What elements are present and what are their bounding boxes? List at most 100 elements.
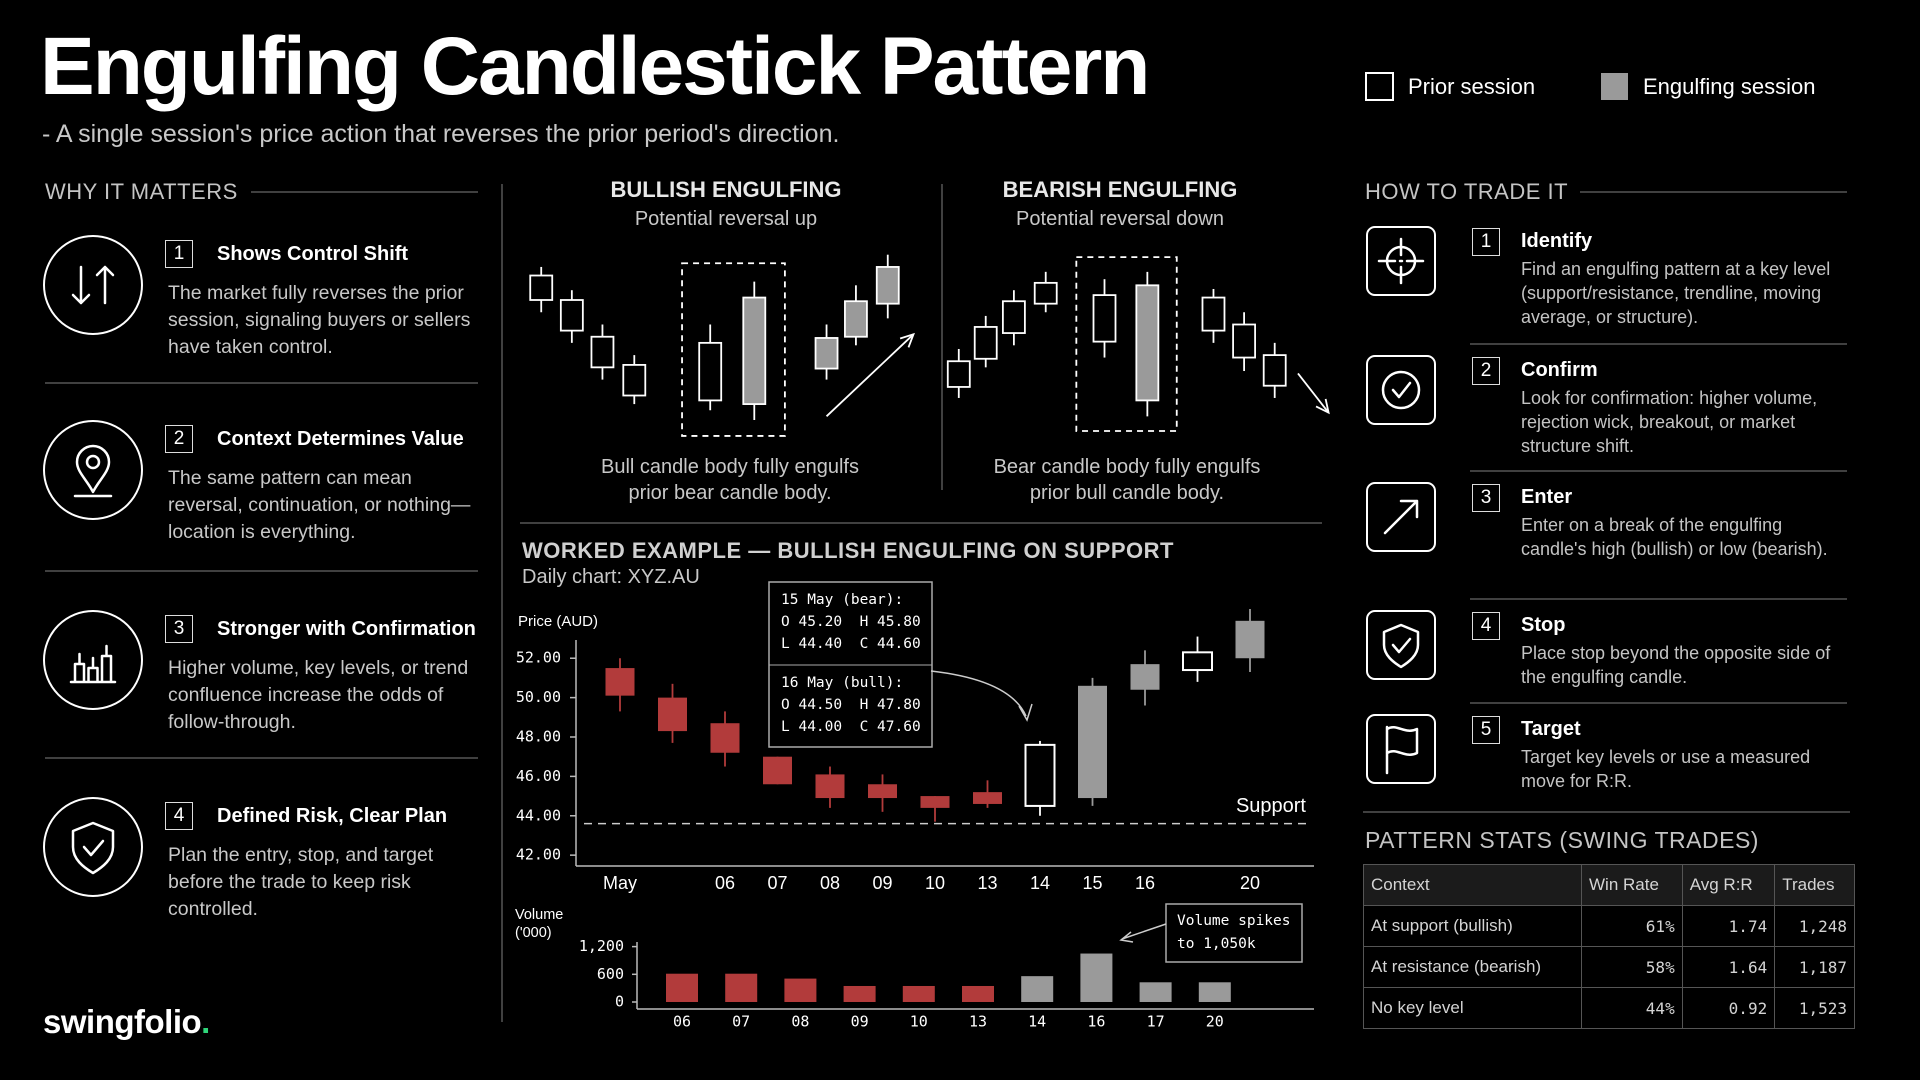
illustration-candle xyxy=(742,296,767,405)
x-tick-label: 09 xyxy=(872,873,892,893)
x-tick-label: 09 xyxy=(851,1013,869,1031)
logo-text: swingfolio xyxy=(43,1003,202,1040)
illustration-candle xyxy=(1033,281,1058,305)
y-tick-label: 0 xyxy=(615,993,624,1011)
step-title: Stop xyxy=(1521,614,1566,636)
step-title: Identify xyxy=(1521,230,1593,252)
x-tick-label: 13 xyxy=(969,1013,987,1031)
candle-body xyxy=(763,756,792,785)
item-text: Plan the entry, stop, and target before … xyxy=(168,844,434,920)
candle-body xyxy=(920,796,950,808)
table-cell: 1,523 xyxy=(1774,987,1855,1029)
item-title: Shows Control Shift xyxy=(217,243,409,265)
section-heading: HOW TO TRADE IT xyxy=(1365,179,1569,204)
table-row: No key level 44% 0.92 1,523 xyxy=(1363,987,1855,1029)
icon-glyph xyxy=(1383,499,1419,535)
legend-swatch xyxy=(1601,73,1628,100)
table-cell: 58% xyxy=(1581,946,1683,988)
annotation-text: Volume spikes xyxy=(1177,913,1291,929)
illustration-candle xyxy=(1092,294,1117,343)
icon-circle xyxy=(43,797,143,897)
step-title: Confirm xyxy=(1521,359,1598,381)
candle-body xyxy=(815,774,845,799)
tooltip-text: O 45.20 H 45.80 xyxy=(781,614,921,630)
candle-body xyxy=(868,784,897,799)
item-number: 4 xyxy=(165,802,193,830)
table-cell: 1.74 xyxy=(1681,905,1776,947)
step-text: Enter on a break of the engulfing candle… xyxy=(1521,515,1828,559)
illustration-candle xyxy=(844,300,868,338)
illustration-candle xyxy=(814,337,839,370)
table-row: At support (bullish) 61% 1.74 1,248 xyxy=(1363,905,1855,947)
illustration-candle xyxy=(529,274,554,301)
step-number: 4 xyxy=(1472,612,1500,640)
icon-circle xyxy=(43,420,143,520)
step-text: Look for confirmation: higher volume, re… xyxy=(1521,388,1818,456)
icon-glyph xyxy=(1382,623,1420,669)
step-text: Target key levels or use a measured move… xyxy=(1521,747,1811,791)
illustration-candle xyxy=(973,326,998,360)
candle-body xyxy=(973,792,1002,804)
candle-body xyxy=(1130,664,1160,690)
logo: swingfolio. xyxy=(43,1003,210,1041)
table-header-row: Context Win Rate Avg R:R Trades xyxy=(1363,864,1855,906)
tooltip-text: L 44.40 C 44.60 xyxy=(781,636,921,652)
y-tick-label: 42.00 xyxy=(516,846,561,864)
tooltip-pointer xyxy=(930,670,1033,722)
pattern-subtitle: Potential reversal down xyxy=(1016,208,1224,230)
illustration-candle xyxy=(1262,354,1287,387)
icon-glyph xyxy=(1377,237,1425,285)
x-tick-label: 20 xyxy=(1240,873,1260,893)
illustration-candle xyxy=(559,299,584,332)
table-header: Win Rate xyxy=(1581,864,1683,906)
annotation-box xyxy=(1165,903,1303,963)
volume-bar xyxy=(1198,982,1231,1002)
support-label: Support xyxy=(1236,795,1306,817)
item-text: Higher volume, key levels, or trend conf… xyxy=(168,657,469,733)
item-title: Stronger with Confirmation xyxy=(217,618,476,640)
item-number: 1 xyxy=(165,240,193,268)
candle-body xyxy=(1235,620,1265,659)
icon-circle xyxy=(43,610,143,710)
illustration-candle xyxy=(590,335,615,369)
volume-bar xyxy=(962,985,994,1002)
y-tick-label: 50.00 xyxy=(516,688,561,706)
candle-body xyxy=(1024,743,1056,807)
x-tick-label: 10 xyxy=(925,873,945,893)
y-tick-label: 48.00 xyxy=(516,728,561,746)
x-tick-label: 16 xyxy=(1135,873,1155,893)
volume-bar xyxy=(725,973,758,1002)
step-number: 1 xyxy=(1472,228,1500,256)
y-tick-label: 44.00 xyxy=(516,806,561,824)
x-tick-label: 06 xyxy=(715,873,735,893)
volume-bar xyxy=(1021,976,1054,1002)
table-cell: 44% xyxy=(1581,987,1683,1029)
step-title: Target xyxy=(1521,718,1581,740)
icon-box xyxy=(1366,714,1436,784)
illustration-candle xyxy=(1135,284,1160,402)
icon-box xyxy=(1366,355,1436,425)
legend-label: Prior session xyxy=(1408,74,1535,99)
y-tick-label: 1,200 xyxy=(579,937,624,955)
volume-bar xyxy=(784,978,817,1002)
table-cell: At resistance (bearish) xyxy=(1363,946,1582,988)
tooltip-text: L 44.00 C 47.60 xyxy=(781,719,921,735)
volume-bar xyxy=(666,973,698,1002)
volume-bar xyxy=(902,985,935,1002)
x-tick-label: 08 xyxy=(820,873,840,893)
volume-bar xyxy=(843,985,876,1002)
table-cell: 61% xyxy=(1581,905,1683,947)
annotation-text: to 1,050k xyxy=(1177,936,1256,952)
step-title: Enter xyxy=(1521,486,1573,508)
table-row: At resistance (bearish) 58% 1.64 1,187 xyxy=(1363,946,1855,988)
icon-box xyxy=(1366,610,1436,680)
illustration-candle xyxy=(698,341,723,402)
x-tick-label: 14 xyxy=(1028,1013,1046,1031)
candle-body xyxy=(1078,685,1107,799)
icon-glyph xyxy=(69,644,117,684)
illustration-candle xyxy=(1232,323,1256,359)
y-axis-label: ('000) xyxy=(515,925,552,941)
item-number: 3 xyxy=(165,615,193,643)
arrow-head xyxy=(1315,398,1330,415)
